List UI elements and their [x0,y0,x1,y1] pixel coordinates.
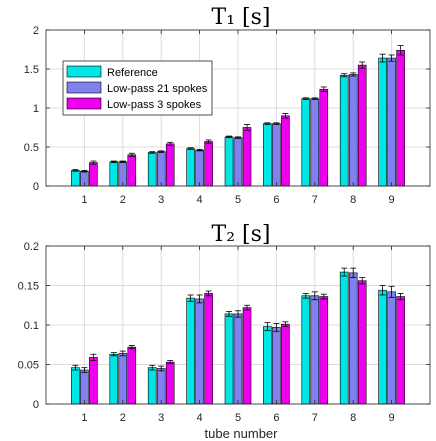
t2-bar [89,357,98,405]
x-axis-label: tube number [205,426,279,441]
t2-bar [263,326,272,405]
t1-bar [301,98,311,187]
t2-y-tick-label: 0.05 [18,360,39,372]
t2-x-tick-label: 3 [158,412,164,424]
legend-label: Low-pass 21 spokes [107,83,208,95]
t2-bar [118,353,128,405]
t1-bar [310,98,320,187]
t2-x-tick-label: 7 [312,412,318,424]
t2-bar [204,293,213,405]
t2-bar [301,295,311,405]
chart-legend: Reference Low-pass 21 spokes Low-pass 3 sp… [62,60,213,116]
t1-x-tick-label: 8 [350,194,356,206]
t1-bar [339,74,349,187]
t2-y-tick-label: 0.1 [24,320,39,332]
t2-x-tick-label: 5 [235,412,241,424]
t2-chart-title: T₂ [s] [212,222,271,247]
t1-x-tick-label: 9 [389,194,395,206]
legend-label: Reference [107,67,158,79]
t1-bar [263,123,272,187]
t2-x-tick-label: 2 [120,412,126,424]
t2-x-tick-label: 8 [350,412,356,424]
t2-bar [224,313,234,405]
t1-bar [272,123,281,187]
t2-bar [357,280,367,405]
t2-bar [186,297,195,405]
t1-x-tick-label: 4 [197,194,203,206]
t2-x-tick-label: 1 [81,412,87,424]
t1-bar [233,137,243,187]
t2-y-tick-label: 0 [33,399,39,411]
t2-bar [156,368,166,405]
t2-x-tick-label: 4 [197,412,203,424]
legend-swatch [66,81,102,94]
t2-y-tick-label: 0.15 [18,281,39,293]
t2-bar [396,296,405,405]
t1-x-tick-label: 3 [158,194,164,206]
t2-bar [378,289,387,405]
t1-bar [71,170,80,187]
t1-bar [156,151,166,187]
t1-bar [204,141,213,187]
t2-bar [387,291,396,405]
t2-y-tick-label: 0.2 [24,241,39,253]
t1-bar [165,143,175,187]
t1-y-tick-label: 1.5 [24,64,39,76]
t2-bar [127,346,137,405]
t1-bar [396,49,405,187]
t1-bar [109,161,119,187]
t1-x-tick-label: 2 [120,194,126,206]
t1-bar [242,127,252,187]
t2-bar [310,295,320,405]
t1-x-tick-label: 7 [312,194,318,206]
t1-chart-panel: T₁ [s] 0 0.5 1 1.5 2 1 2 3 4 5 6 7 8 9 Reference Low-pa… [24,5,431,206]
t1-bar [348,74,358,187]
t2-bar [242,307,252,405]
t2-bar [80,369,89,405]
t2-bar [233,313,243,405]
t1-bar [281,115,290,187]
t1-chart-title: T₁ [s] [212,5,271,30]
t1-bar [127,154,137,187]
t1-y-tick-label: 0.5 [24,142,39,154]
t1-bar [319,88,329,187]
legend-swatch [66,65,102,78]
t1-bar [147,152,157,187]
t2-bar [281,323,290,405]
legend-label: Low-pass 3 spokes [107,99,202,111]
t1-bar [224,136,234,187]
t1-bar [195,149,204,187]
t2-bar [339,271,349,405]
t2-bar [272,327,281,405]
t2-chart-panel: T₂ [s] tube number 0 0.05 0.1 0.15 0.2 1 2 3 4 5 6… [18,222,431,441]
t2-bar [109,353,119,405]
legend-swatch [66,97,102,110]
t2-bar [348,272,358,405]
t2-bar [319,296,329,405]
t2-bar [195,298,204,405]
t1-bar [378,57,387,187]
t2-bar [147,367,157,405]
t2-bar [165,361,175,405]
t1-bar [357,64,367,187]
t2-x-tick-label: 9 [389,412,395,424]
t1-bar [186,148,195,187]
t1-bar [387,57,396,187]
t2-bar [71,367,80,405]
t1-y-tick-label: 1 [33,103,39,115]
t1-x-tick-label: 1 [81,194,87,206]
t2-x-tick-label: 6 [273,412,279,424]
t1-y-tick-label: 2 [33,25,39,37]
t1-y-tick-label: 0 [33,181,39,193]
t1-x-tick-label: 5 [235,194,241,206]
t1-x-tick-label: 6 [273,194,279,206]
t1-bar [89,162,98,187]
